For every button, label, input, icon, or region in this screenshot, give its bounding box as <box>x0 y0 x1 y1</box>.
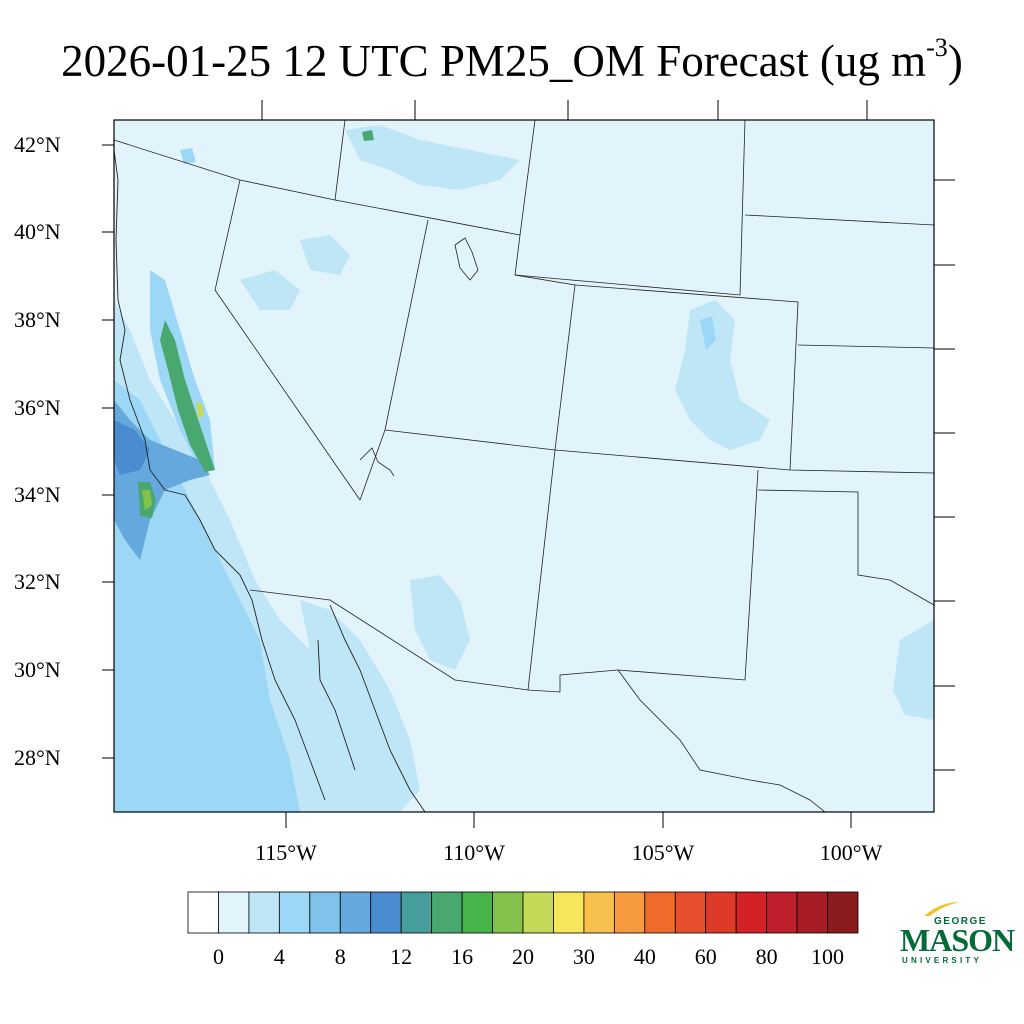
colorbar-label: 30 <box>572 944 595 969</box>
colorbar-swatch <box>553 891 585 934</box>
colorbar-swatch <box>400 891 433 934</box>
colorbar-swatch <box>583 891 615 934</box>
central-valley-green <box>160 320 215 472</box>
colorbar <box>187 891 859 934</box>
valley-hotspot <box>196 402 204 418</box>
lat-label-32: 32°N <box>14 569 61 594</box>
colorbar-swatch <box>187 891 219 934</box>
great-salt-lake <box>454 237 479 281</box>
arizona-plume <box>410 575 470 670</box>
idaho-plume <box>345 125 520 190</box>
colorbar-swatch <box>492 891 524 934</box>
map-frame <box>113 119 935 813</box>
colorado-plume <box>675 300 770 450</box>
lon-label-115: 115°W <box>255 840 317 865</box>
colorbar-label: 12 <box>390 944 413 969</box>
colorbar-swatch <box>735 891 768 934</box>
colorado-core <box>700 316 716 350</box>
colorbar-label: 80 <box>755 944 778 969</box>
colorbar-label: 4 <box>273 944 285 969</box>
logo-mason: MASON <box>900 922 1015 958</box>
gulf-plume-light <box>300 600 420 812</box>
colorbar-swatch <box>431 891 463 934</box>
tick-marks <box>102 100 955 828</box>
colorbar-swatch <box>309 891 341 934</box>
idaho-hotspot <box>362 130 374 141</box>
colorbar-swatch <box>522 891 554 934</box>
colorbar-swatch <box>339 891 372 934</box>
lat-label-42: 42°N <box>14 132 61 157</box>
colorbar-label: 16 <box>451 944 474 969</box>
gmu-logo: GEORGE MASON UNIVERSITY <box>898 900 1015 970</box>
oregon-core <box>180 148 196 164</box>
lat-label-30: 30°N <box>14 657 61 682</box>
title-superscript: -3 <box>926 33 948 62</box>
lat-label-36: 36°N <box>14 395 61 420</box>
map-field <box>114 120 934 812</box>
colorbar-swatch <box>218 891 250 934</box>
colorbar-swatch <box>705 891 737 934</box>
lon-label-100: 100°W <box>819 840 883 865</box>
lat-label-40: 40°N <box>14 219 61 244</box>
lake-mead <box>359 447 395 477</box>
colorbar-swatch <box>674 891 707 934</box>
map-title: 2026-01-25 12 UTC PM25_OM Forecast (ug m… <box>0 22 1024 91</box>
lat-label-34: 34°N <box>14 482 61 507</box>
utah-plume <box>300 235 350 275</box>
colorbar-swatch <box>796 891 828 934</box>
colorbar-swatch <box>766 891 798 934</box>
colorbar-label: 40 <box>633 944 656 969</box>
colorbar-swatch <box>248 891 280 934</box>
logo-george: GEORGE <box>934 916 987 927</box>
state-boundaries <box>114 120 934 812</box>
colorbar-label: 100 <box>811 944 845 969</box>
colorbar-label: 0 <box>212 944 224 969</box>
colorbar-swatch <box>827 891 859 934</box>
title-text: 2026-01-25 12 UTC PM25_OM Forecast (ug m <box>61 36 927 86</box>
title-close-paren: ) <box>947 36 963 86</box>
la-basin-core <box>142 490 152 510</box>
baja-gulf-coast <box>317 604 426 812</box>
logo-swoosh-icon <box>924 902 960 916</box>
colorbar-label: 20 <box>512 944 534 969</box>
colorbar-swatch <box>278 891 311 934</box>
colorbar-label: 60 <box>694 944 717 969</box>
nevada-plume <box>240 270 300 310</box>
colorbar-swatch <box>461 891 493 934</box>
colorbar-swatch <box>644 891 676 934</box>
colorbar-label: 8 <box>334 944 346 969</box>
lon-label-105: 105°W <box>631 840 695 865</box>
lat-label-28: 28°N <box>14 745 61 770</box>
logo-university: UNIVERSITY <box>902 956 983 965</box>
lon-label-110: 110°W <box>443 840 505 865</box>
lat-label-38: 38°N <box>14 307 61 332</box>
texas-plume <box>893 620 934 720</box>
central-valley-dark <box>114 420 150 475</box>
coastline <box>114 149 326 801</box>
colorbar-swatch <box>613 891 646 934</box>
colorbar-swatch <box>370 891 402 934</box>
